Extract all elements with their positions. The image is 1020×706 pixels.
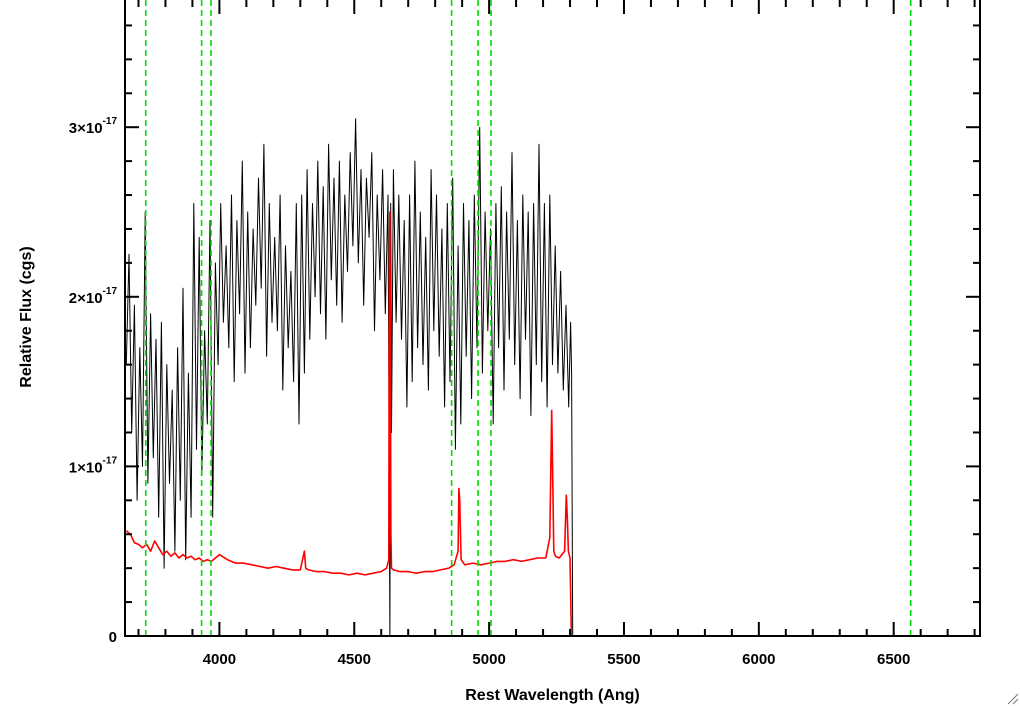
y-axis-title: Relative Flux (cgs)	[18, 246, 35, 387]
x-tick-label: 6000	[742, 651, 775, 668]
y-tick-mantissa: 3×10	[69, 120, 103, 137]
plot-frame	[124, 0, 981, 637]
y-tick-mantissa: 0	[109, 629, 117, 646]
x-tick-label: 4500	[338, 651, 371, 668]
y-tick-exponent: -17	[103, 286, 118, 297]
y-tick-mantissa: 1×10	[69, 459, 103, 476]
y-tick-exponent: -17	[103, 116, 118, 127]
y-tick-exponent: -17	[103, 455, 118, 466]
x-tick-label: 6500	[877, 651, 910, 668]
series-model-line	[125, 211, 980, 637]
x-tick-label: 4000	[203, 651, 236, 668]
grip-line	[1012, 698, 1019, 705]
x-axis-title: Rest Wavelength (Ang)	[465, 687, 640, 704]
y-tick-label: 0	[109, 629, 117, 646]
reference-lines	[144, 0, 912, 636]
y-tick-label: 3×10-17	[69, 116, 118, 137]
x-tick-label: 5000	[472, 651, 505, 668]
y-tick-mantissa: 2×10	[69, 290, 103, 307]
x-tick-label: 5500	[607, 651, 640, 668]
axis-ticks: 4000 4500 5000 5500 6000 650001×10-172×10-173…	[69, 0, 980, 668]
y-tick-label: 1×10-17	[69, 455, 118, 476]
resize-grip-icon[interactable]	[1007, 693, 1019, 705]
series-layer	[125, 118, 980, 637]
y-tick-label: 2×10-17	[69, 286, 118, 307]
grip-line	[1007, 693, 1019, 705]
